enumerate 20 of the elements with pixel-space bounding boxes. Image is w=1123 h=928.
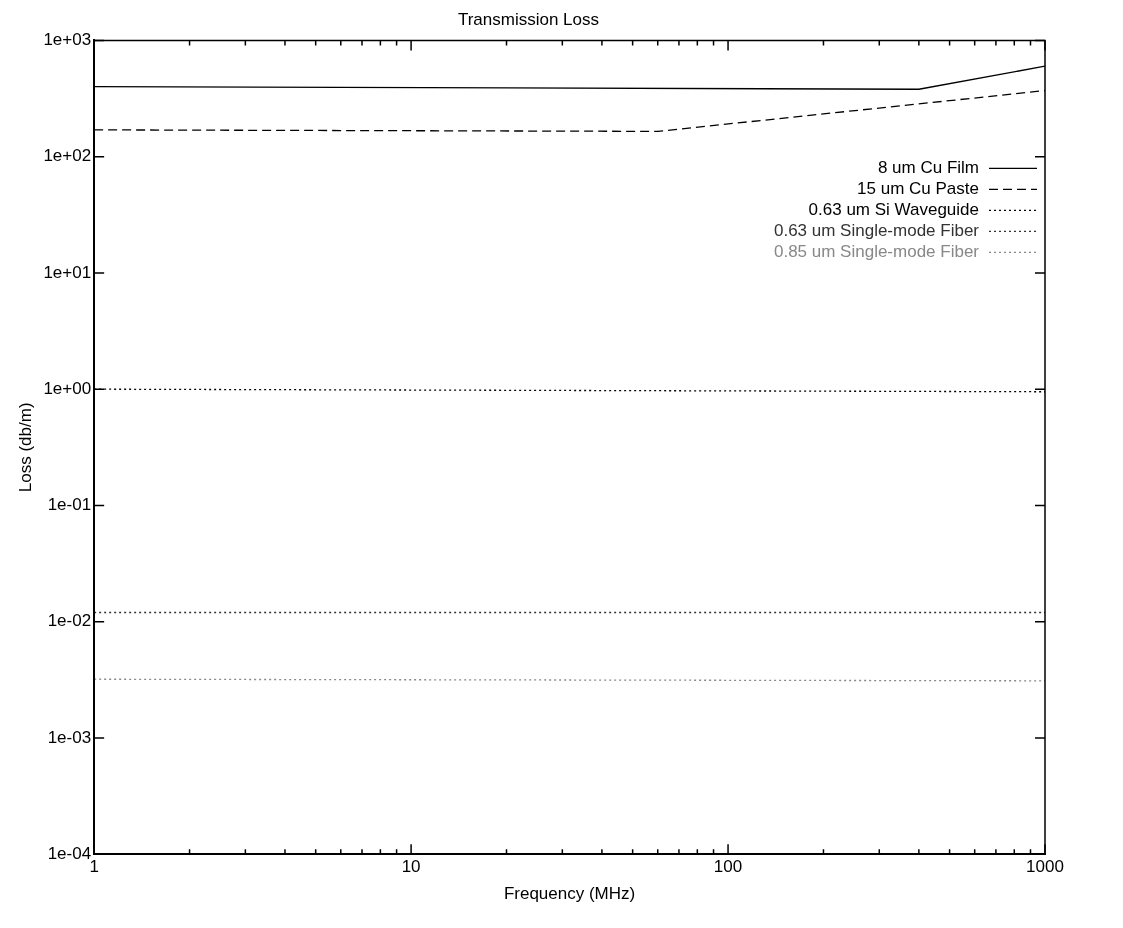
y-tick-label: 1e-03 — [47, 727, 92, 747]
x-tick-label: 10 — [401, 857, 421, 877]
legend-label: 0.63 um Single-mode Fiber — [773, 221, 980, 241]
legend-label: 0.85 um Single-mode Fiber — [773, 242, 980, 262]
chart-title: Transmission Loss — [457, 9, 600, 29]
y-tick-label: 1e+00 — [43, 378, 92, 398]
legend-label: 0.63 um Si Waveguide — [808, 200, 979, 220]
y-tick-label: 1e-02 — [47, 611, 92, 631]
y-tick-label: 1e-01 — [47, 495, 92, 515]
y-tick-label: 1e+03 — [43, 30, 92, 50]
x-tick-label: 1000 — [1026, 857, 1064, 877]
y-tick-label: 1e-04 — [47, 843, 92, 863]
x-tick-label: 100 — [713, 857, 743, 877]
legend-label: 15 um Cu Paste — [857, 179, 979, 199]
x-axis-title: Frequency (MHz) — [503, 884, 636, 904]
y-tick-label: 1e+01 — [43, 262, 92, 282]
x-tick-label: 1 — [89, 857, 99, 877]
legend-label: 8 um Cu Film — [877, 158, 979, 178]
y-axis-title: Loss (db/m) — [15, 402, 35, 493]
y-tick-label: 1e+02 — [43, 146, 92, 166]
